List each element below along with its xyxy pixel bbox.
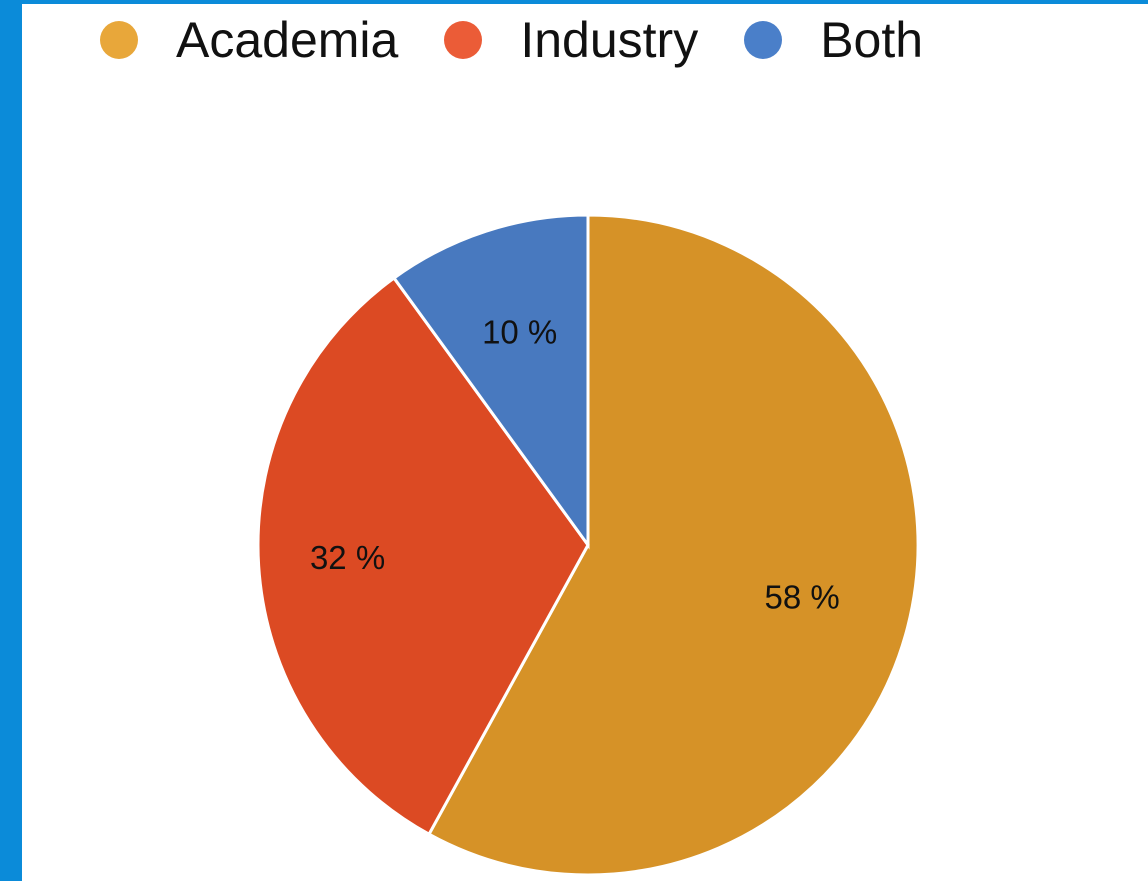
legend-item-academia: Academia: [100, 15, 398, 65]
legend-label-academia: Academia: [176, 12, 399, 68]
pie-slice-industry: [256, 275, 590, 837]
legend-item-industry: Industry: [444, 15, 698, 65]
pie-slices: [256, 213, 920, 877]
legend-swatch-both: [744, 21, 783, 59]
pie-slice-labels: 58 % 32 % 10 %: [310, 313, 840, 615]
legend-swatch-industry: [444, 21, 483, 59]
pie-label-academia: 58 %: [765, 579, 840, 616]
pie-label-both: 10 %: [482, 313, 557, 350]
pie-slice-both: [391, 213, 590, 550]
legend-swatch-academia: [100, 21, 138, 59]
frame-left-border: [0, 0, 22, 881]
frame-top-border: [0, 0, 1148, 4]
pie-label-industry: 32 %: [310, 539, 385, 576]
legend-label-both: Both: [820, 12, 924, 68]
chart-legend: Academia Industry Both: [100, 8, 969, 72]
pie-slice-academia: [426, 213, 920, 877]
legend-item-both: Both: [744, 15, 923, 65]
legend-label-industry: Industry: [520, 12, 699, 68]
